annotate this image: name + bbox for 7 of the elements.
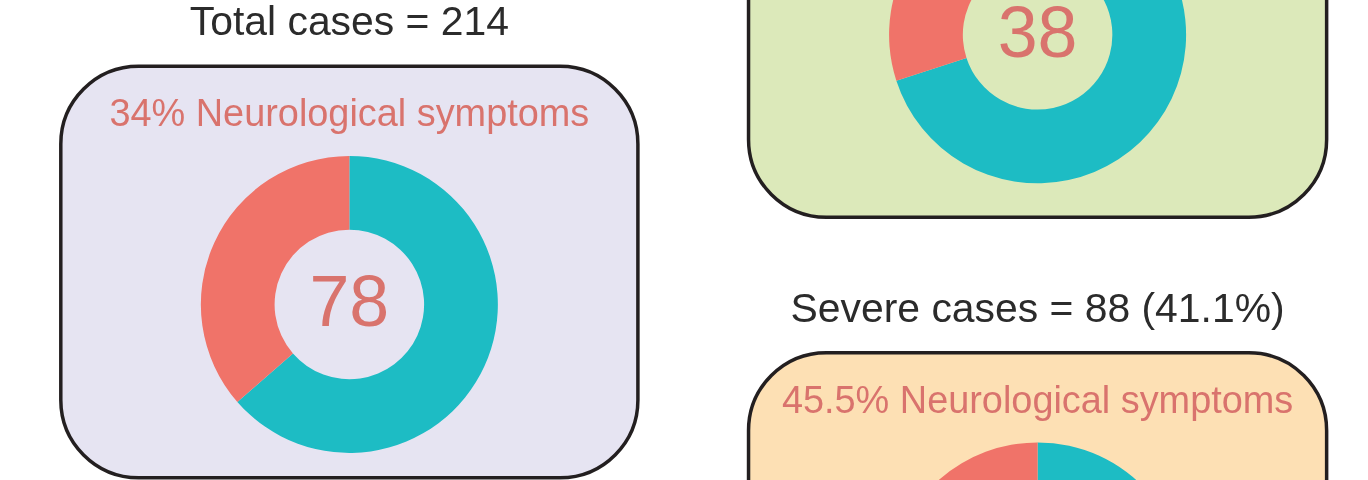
text: 78 bbox=[309, 261, 390, 342]
chart-title: Total cases = 214 bbox=[189, 0, 509, 45]
chart-subtitle: 45.5% Neurological symptoms bbox=[781, 378, 1294, 421]
donut-slice bbox=[237, 155, 498, 453]
chart-subtitle: 34% Neurological symptoms bbox=[109, 92, 590, 134]
chart-title: Severe cases = 88 (41.1%) bbox=[790, 284, 1285, 331]
text: 38 bbox=[997, 0, 1078, 72]
